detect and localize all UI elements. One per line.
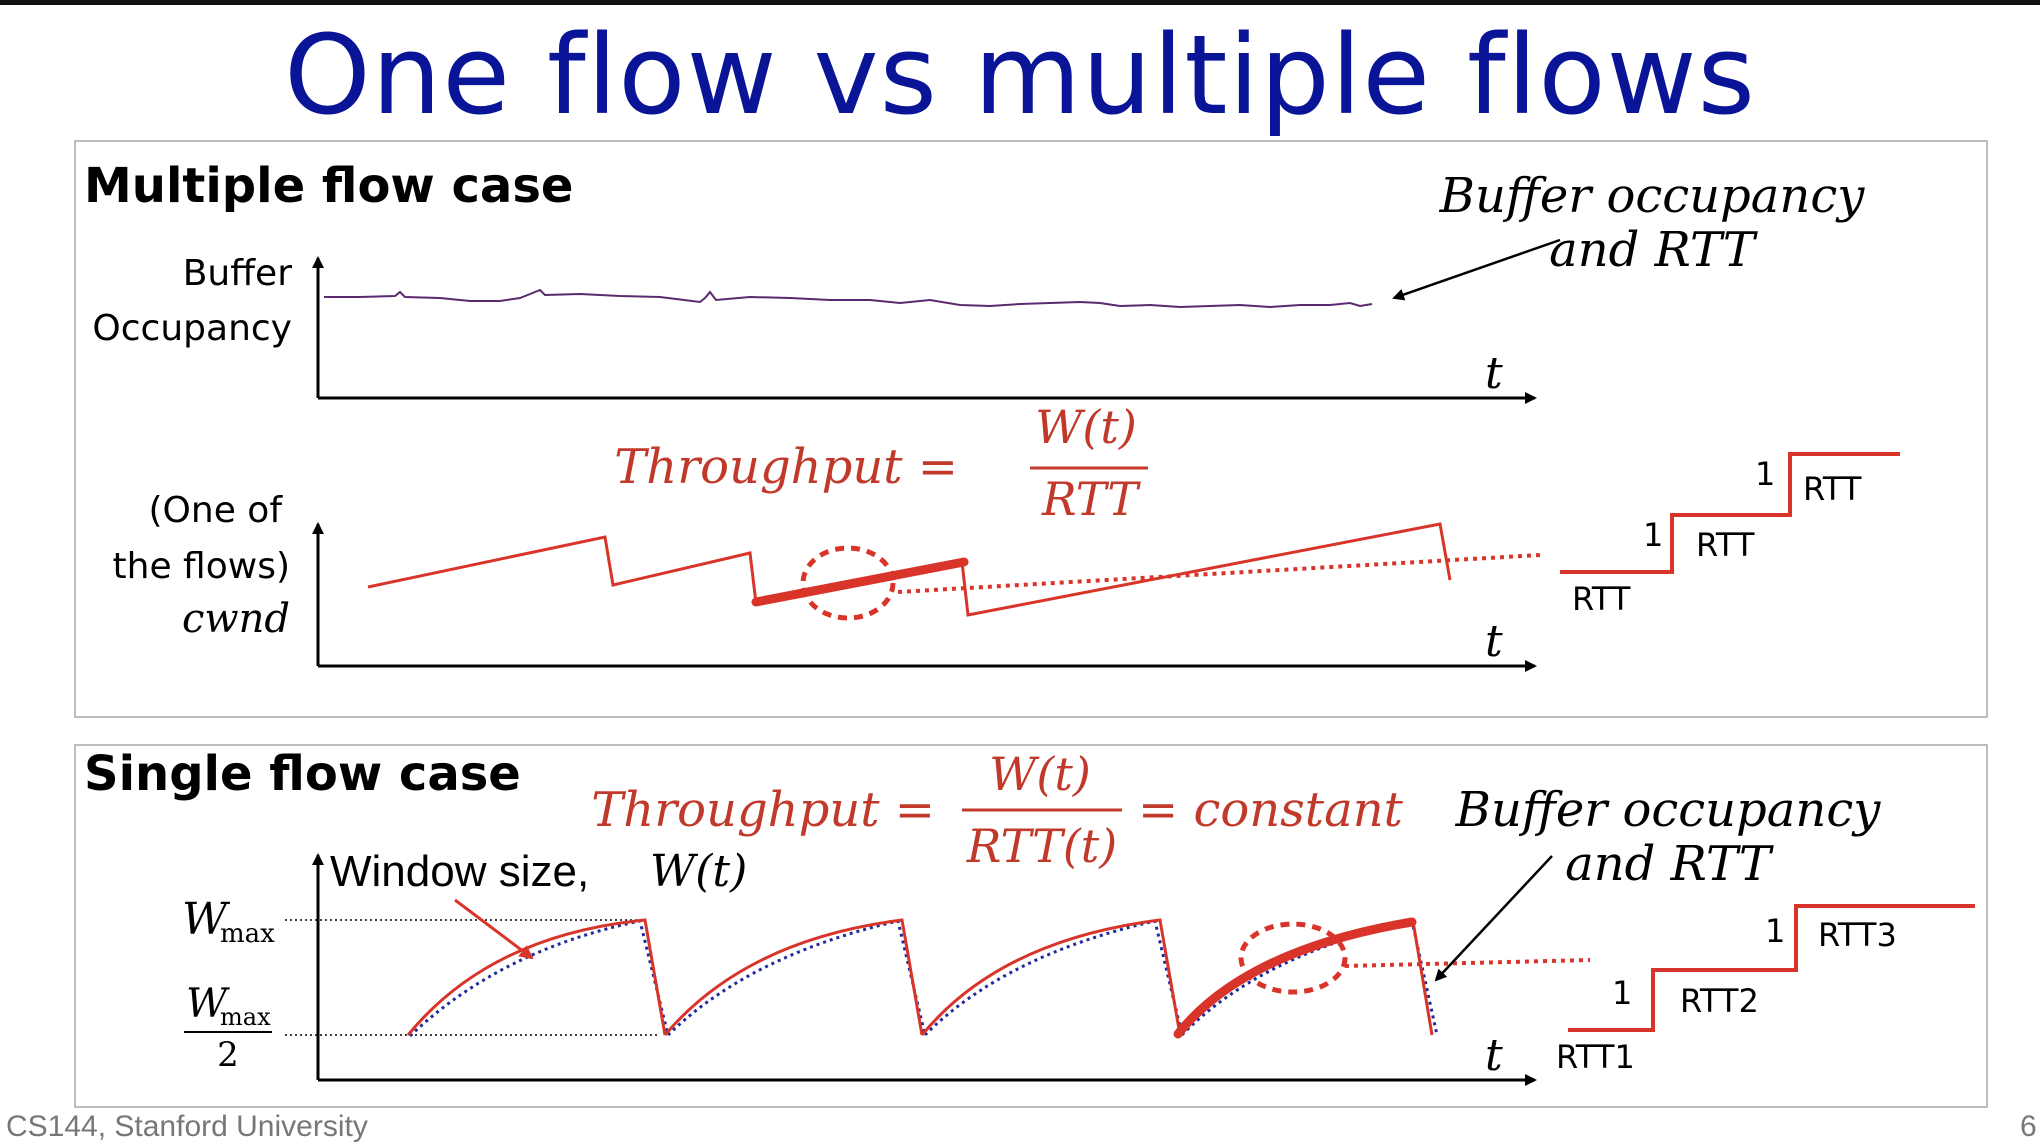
- wmax-half-den: 2: [217, 1035, 239, 1075]
- multiple-flow-heading: Multiple flow case: [84, 158, 574, 214]
- window-sawtooth-curves: [406, 918, 1434, 1036]
- window-size-label: Window size,: [330, 847, 589, 896]
- wmax-sub: max: [220, 919, 275, 949]
- wmax-label: W: [182, 894, 231, 945]
- svg-text:Buffer occupancy: Buffer occupancy: [1439, 168, 1866, 224]
- svg-text:Buffer occupancy: Buffer occupancy: [1455, 782, 1882, 838]
- svg-text:Throughput =: Throughput =: [591, 782, 935, 838]
- svg-text:W(t): W(t): [989, 747, 1091, 801]
- multiple-flow-panel: [74, 140, 1988, 718]
- single-stair-1-step-label: 1: [1612, 974, 1632, 1012]
- cwnd-highlight-segment: [751, 557, 969, 607]
- wmax-half-sub: max: [220, 1003, 271, 1031]
- page-number: 6: [2020, 1110, 2037, 1143]
- svg-text:W(t): W(t): [1035, 400, 1137, 454]
- window-dotted-curves: [408, 919, 1439, 1038]
- single-stair-rtt-2: RTT2: [1680, 982, 1759, 1020]
- single-stair-rtt-1: RTT1: [1556, 1038, 1635, 1076]
- window-label-arrow: [454, 898, 534, 960]
- top-rule: [0, 0, 2040, 5]
- multiple-throughput-formula: Throughput = W(t) RTT: [614, 400, 1148, 526]
- footer-text: CS144, Stanford University: [6, 1110, 368, 1143]
- stair-rtt-3: RTT: [1803, 470, 1862, 508]
- slide-title: One flow vs multiple flows: [284, 11, 1756, 139]
- buffer-occupancy-trace: [324, 288, 1373, 309]
- annotation-arrow: [1392, 238, 1561, 301]
- svg-text:Throughput =: Throughput =: [614, 439, 958, 495]
- svg-text:RTT: RTT: [1041, 472, 1141, 526]
- buffer-axis-label-2: Occupancy: [92, 308, 292, 349]
- stair-rtt-2: RTT: [1696, 526, 1755, 564]
- cwnd-axis-label-1: (One of: [149, 490, 284, 531]
- buffer-t-label: t: [1485, 348, 1503, 399]
- stair-2-step-label: 1: [1755, 455, 1775, 493]
- window-highlight-segment: [1173, 917, 1417, 1039]
- buffer-rtt-annotation-bottom: Buffer occupancy and RTT: [1434, 782, 1882, 982]
- single-stair-rtt-3: RTT3: [1818, 916, 1897, 954]
- single-rtt-staircase: 1 1 RTT1 RTT2 RTT3: [1556, 904, 1975, 1076]
- cwnd-axis-label-3: cwnd: [182, 596, 290, 642]
- single-throughput-formula: Throughput = W(t) RTT(t) = constant: [591, 747, 1403, 873]
- annotation-arrow-bottom: [1434, 855, 1553, 982]
- svg-text:= constant: = constant: [1138, 782, 1404, 838]
- stair-rtt-1: RTT: [1572, 580, 1631, 618]
- stair-1-step-label: 1: [1643, 516, 1663, 554]
- buffer-occupancy-plot: t Buffer Occupancy: [92, 253, 1537, 404]
- cwnd-average-dotted: [897, 553, 1541, 594]
- single-flow-heading: Single flow case: [84, 746, 521, 802]
- buffer-axis-label-1: Buffer: [183, 253, 292, 294]
- svg-text:and RTT: and RTT: [1549, 222, 1758, 278]
- wmax-half-label: W: [186, 981, 230, 1027]
- window-size-var: W(t): [650, 846, 747, 897]
- window-highlight-circle: [1238, 921, 1348, 995]
- cwnd-highlight-circle: [800, 545, 896, 621]
- window-average-dotted: [1344, 958, 1591, 968]
- cwnd-plot: t (One of the flows) cwnd: [113, 490, 1541, 672]
- svg-text:and RTT: and RTT: [1565, 836, 1774, 892]
- single-stair-2-step-label: 1: [1765, 912, 1785, 950]
- multiple-rtt-staircase: 1 1 RTT RTT RTT: [1560, 452, 1900, 618]
- cwnd-t-label: t: [1485, 616, 1503, 667]
- cwnd-axis-label-2: the flows): [113, 546, 290, 587]
- single-flow-panel: [74, 744, 1988, 1108]
- window-t-label: t: [1485, 1030, 1503, 1081]
- buffer-rtt-annotation-top: Buffer occupancy and RTT: [1392, 168, 1866, 301]
- window-size-plot: t Window size, W(t) W max W max 2: [182, 846, 1591, 1086]
- svg-text:RTT(t): RTT(t): [966, 819, 1117, 873]
